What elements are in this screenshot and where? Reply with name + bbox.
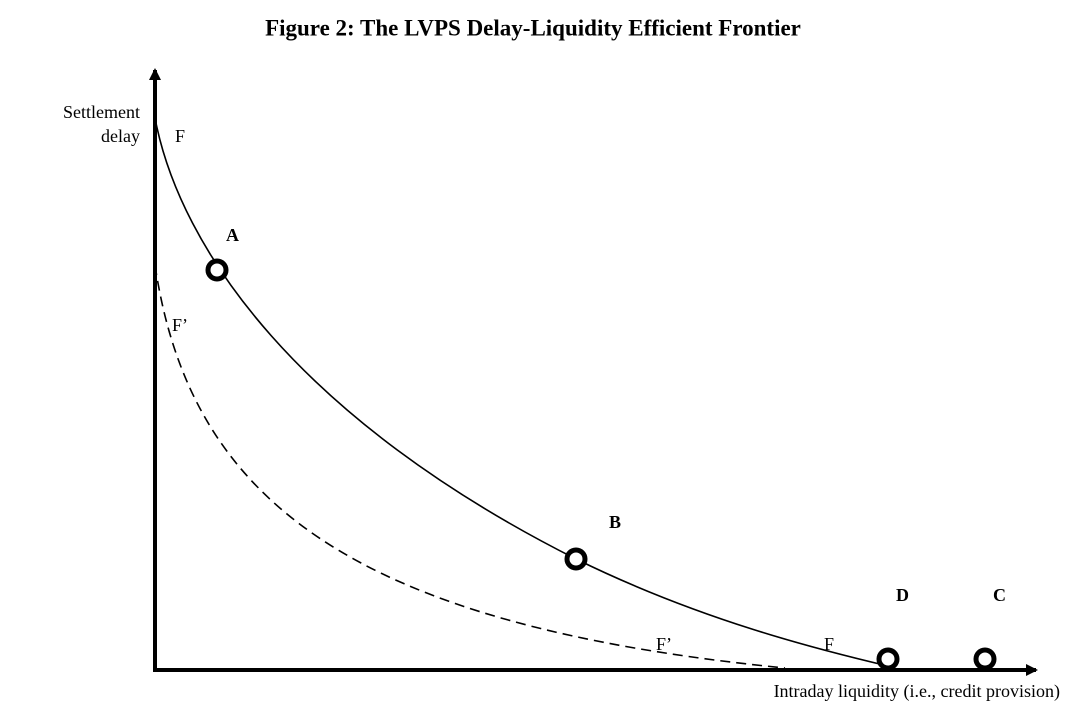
y-axis-label: delay bbox=[101, 126, 140, 146]
point-marker bbox=[205, 258, 229, 282]
curve-label: F’ bbox=[172, 315, 188, 335]
point-marker bbox=[876, 647, 900, 671]
shifted-frontier-curve bbox=[154, 264, 786, 669]
frontier-curve bbox=[154, 117, 889, 667]
point-label: A bbox=[226, 225, 239, 245]
curve-label: F’ bbox=[656, 634, 672, 654]
point-label: C bbox=[993, 585, 1006, 605]
x-axis-label: Intraday liquidity (i.e., credit provisi… bbox=[774, 681, 1060, 702]
point-marker bbox=[973, 647, 997, 671]
curve-label: F bbox=[175, 126, 185, 146]
point-label: D bbox=[896, 585, 909, 605]
point-marker bbox=[564, 547, 588, 571]
point-label: B bbox=[609, 512, 621, 532]
title: Figure 2: The LVPS Delay-Liquidity Effic… bbox=[265, 15, 801, 40]
y-axis-label: Settlement bbox=[63, 102, 140, 122]
curve-label: F bbox=[824, 634, 834, 654]
